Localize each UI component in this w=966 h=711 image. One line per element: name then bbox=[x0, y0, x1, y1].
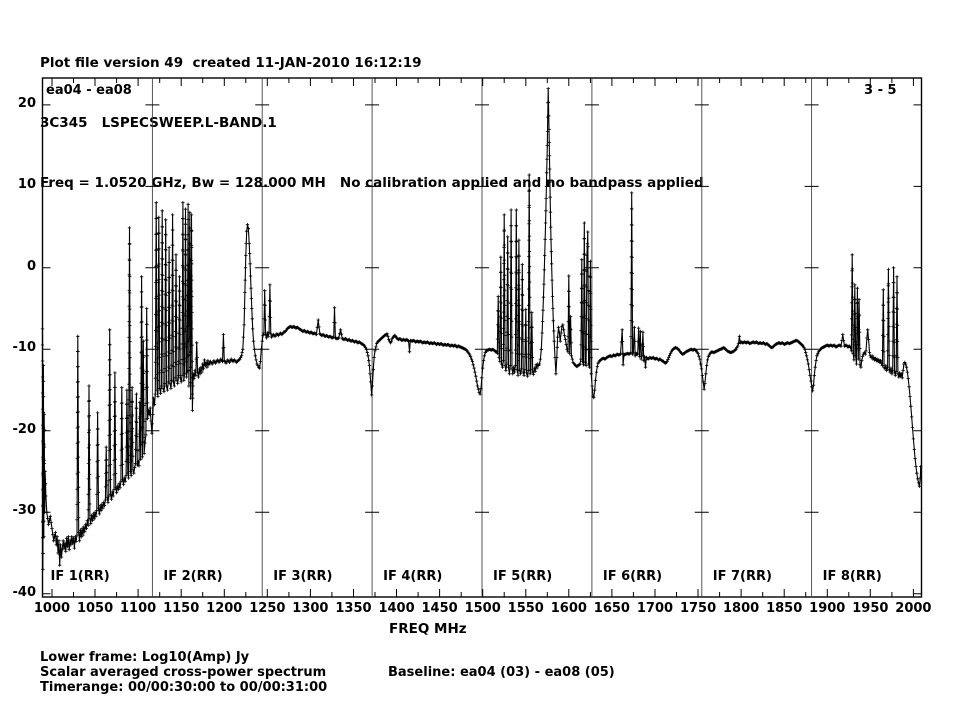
x-tick-label: 1550 bbox=[507, 601, 544, 616]
if-panel-label: IF 5(RR) bbox=[493, 569, 553, 584]
source-name-line: 3C345 LSPECSWEEP.L-BAND.1 bbox=[40, 115, 277, 131]
x-axis-title: FREQ MHz bbox=[389, 621, 467, 637]
x-tick-label: 2000 bbox=[895, 601, 932, 616]
x-tick-label: 1600 bbox=[550, 601, 587, 616]
x-tick-label: 1650 bbox=[593, 601, 630, 616]
x-tick-label: 1400 bbox=[378, 601, 415, 616]
if-panel-dividers bbox=[151, 78, 813, 597]
y-tick-label: 10 bbox=[17, 177, 36, 193]
baseline-corner-label: ea04 - ea08 bbox=[46, 83, 132, 98]
x-tick-label: 1450 bbox=[421, 601, 458, 616]
x-tick-label: 1250 bbox=[249, 601, 286, 616]
spectrum-data-markers bbox=[40, 86, 923, 571]
footer-spectrum-type-line: Scalar averaged cross-power spectrum bbox=[40, 665, 327, 680]
if-panel-label: IF 3(RR) bbox=[273, 569, 333, 584]
x-tick-label: 1050 bbox=[76, 601, 114, 616]
y-tick-label: 20 bbox=[17, 95, 36, 111]
x-tick-label: 1850 bbox=[766, 601, 803, 616]
plot-file-version-line: Plot file version 49 created 11-JAN-2010… bbox=[40, 55, 422, 71]
x-tick-label: 1500 bbox=[464, 601, 501, 616]
y-tick-label: -20 bbox=[12, 421, 37, 437]
x-tick-label: 1200 bbox=[206, 601, 243, 616]
antenna-pair-corner-label: 3 - 5 bbox=[864, 83, 897, 98]
y-tick-label: -40 bbox=[12, 584, 37, 600]
x-tick-label: 1800 bbox=[723, 601, 760, 616]
y-tick-label: -30 bbox=[12, 503, 37, 519]
x-tick-label: 1900 bbox=[809, 601, 846, 616]
footer-lower-frame-line: Lower frame: Log10(Amp) Jy bbox=[40, 650, 250, 665]
y-tick-label: -10 bbox=[12, 340, 37, 356]
x-tick-label: 1750 bbox=[679, 601, 717, 616]
x-tick-label: 1950 bbox=[852, 601, 889, 616]
if-panel-label: IF 8(RR) bbox=[822, 569, 882, 584]
freq-bandwidth-line: Freq = 1.0520 GHz, Bw = 128.000 MH No ca… bbox=[40, 175, 704, 191]
y-tick-label: 0 bbox=[26, 258, 36, 274]
if-panel-label: IF 4(RR) bbox=[383, 569, 443, 584]
if-panel-label: IF 2(RR) bbox=[163, 569, 223, 584]
x-tick-label: 1100 bbox=[120, 601, 157, 616]
if-panel-label: IF 7(RR) bbox=[712, 569, 772, 584]
x-tick-label: 1350 bbox=[335, 601, 372, 616]
x-tick-label: 1000 bbox=[33, 601, 71, 616]
if-panel-label: IF 6(RR) bbox=[602, 569, 663, 584]
if-panel-label: IF 1(RR) bbox=[50, 569, 110, 584]
footer-baseline-line: Baseline: ea04 (03) - ea08 (05) bbox=[388, 665, 615, 680]
x-tick-label: 1300 bbox=[292, 601, 329, 616]
footer-timerange-line: Timerange: 00/00:30:00 to 00/00:31:00 bbox=[40, 680, 328, 695]
x-tick-label: 1150 bbox=[163, 601, 200, 616]
x-tick-label: 1700 bbox=[636, 601, 674, 616]
plot-header: Plot file version 49 created 11-JAN-2010… bbox=[40, 13, 704, 233]
